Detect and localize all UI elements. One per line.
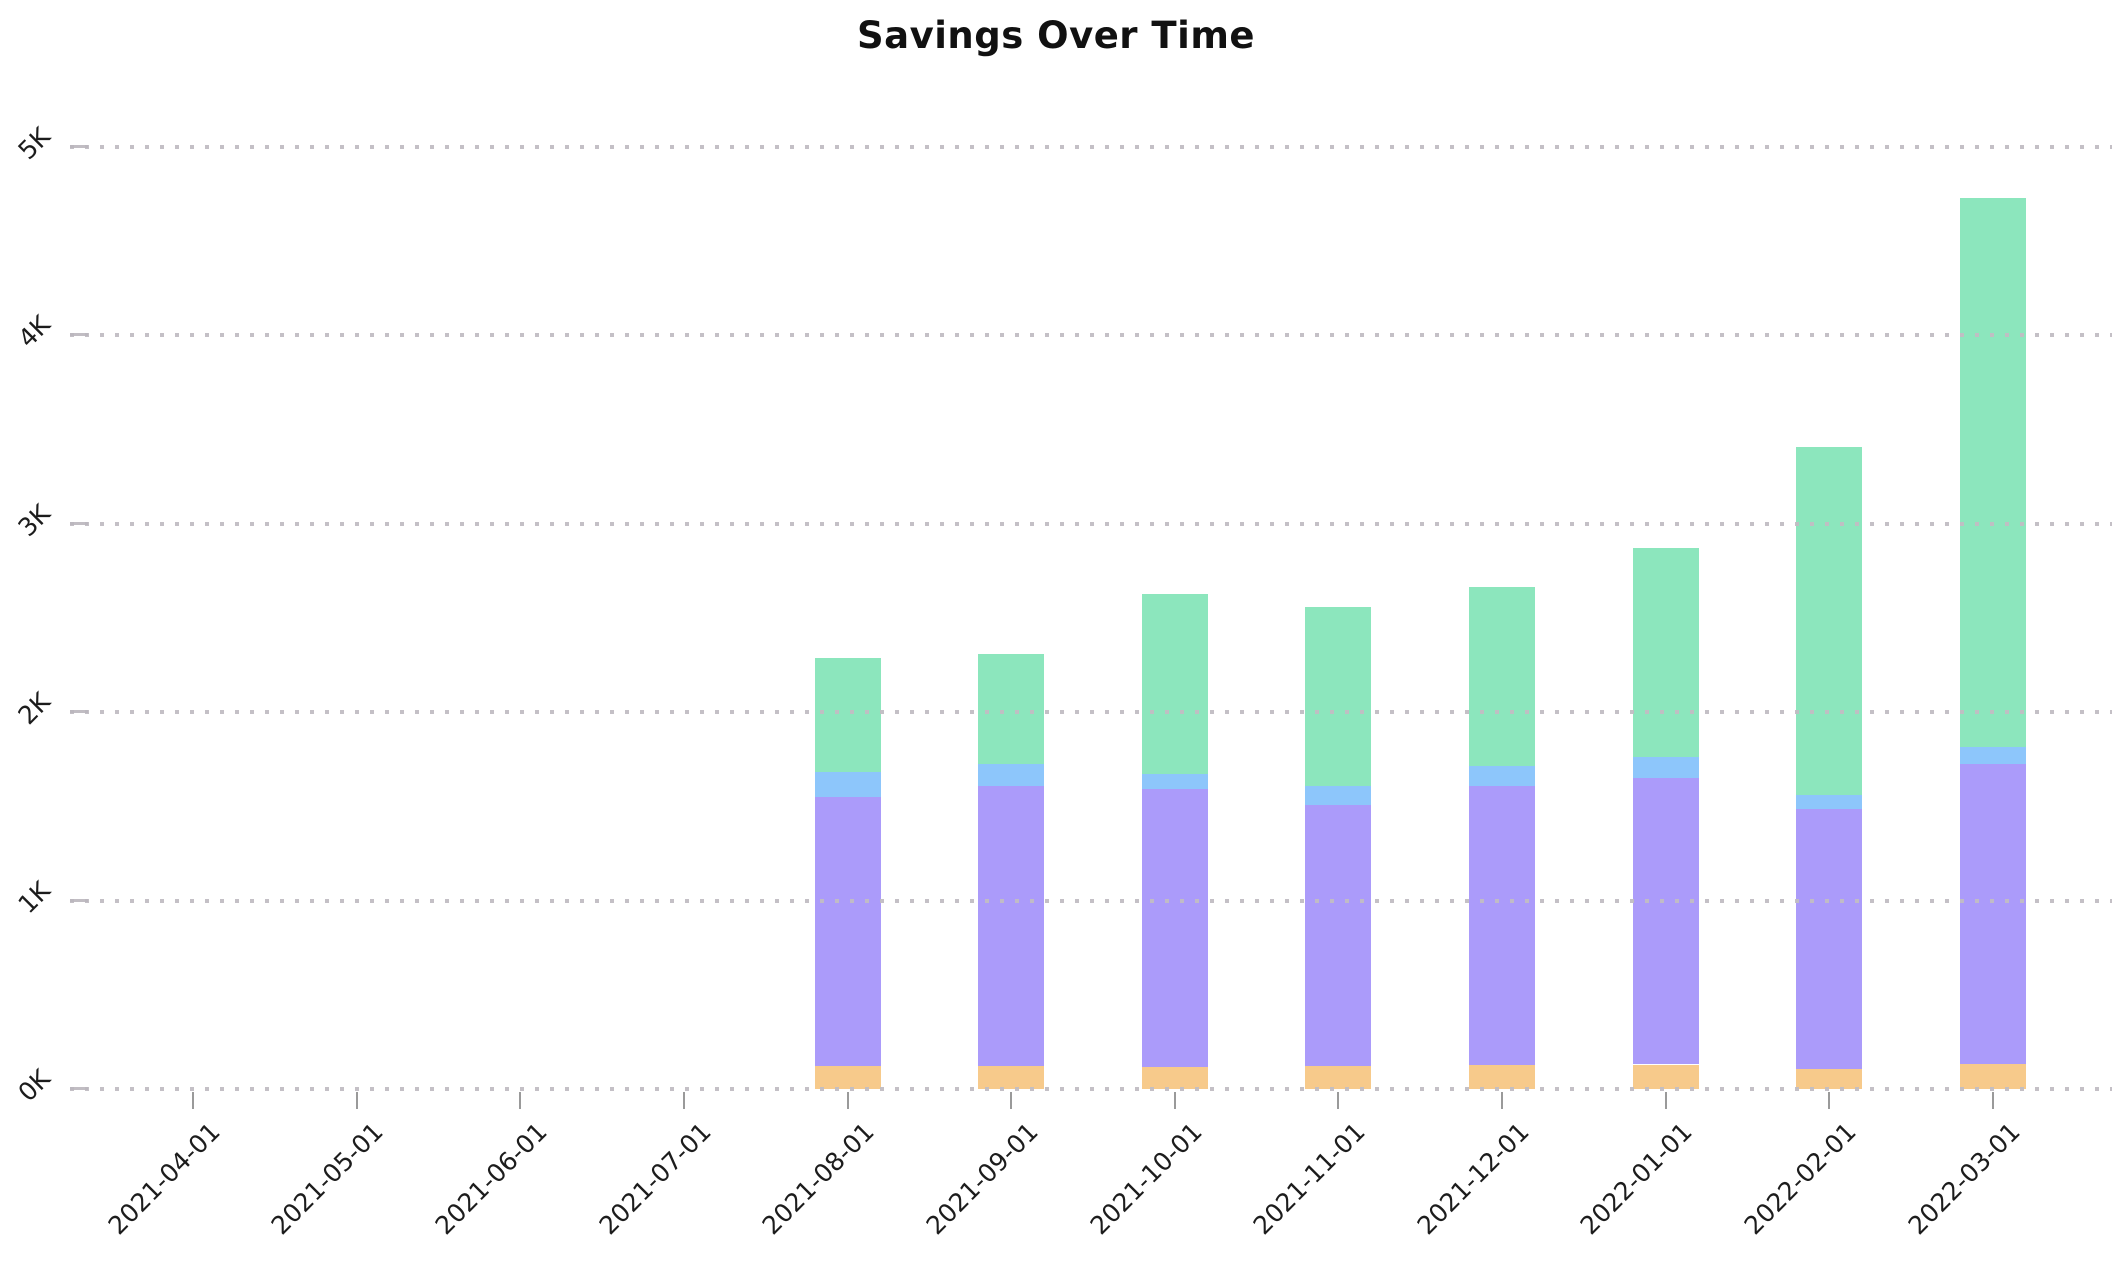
x-tick-label-2021-09-01: 2021-09-01: [920, 1117, 1044, 1241]
gridline-5K: [70, 145, 2112, 149]
bar-2021-08-01-blue-segment[interactable]: [814, 772, 881, 797]
x-tick-mark-2021-09-01: [1010, 1092, 1013, 1109]
x-tick-label-2021-04-01: 2021-04-01: [102, 1117, 226, 1241]
bar-2022-01-01-green-segment[interactable]: [1632, 548, 1699, 758]
bar-2021-09-01-purple-segment[interactable]: [978, 785, 1045, 1067]
bar-2021-10-01-orange-segment[interactable]: [1141, 1067, 1208, 1089]
x-tick-label-2021-11-01: 2021-11-01: [1247, 1117, 1371, 1241]
bar-2022-03-01-orange-segment[interactable]: [1959, 1063, 2026, 1089]
x-tick-mark-2022-03-01: [1991, 1092, 1994, 1109]
x-tick-label-2022-02-01: 2022-02-01: [1738, 1117, 1862, 1241]
bar-2021-11-01-purple-segment[interactable]: [1305, 805, 1372, 1067]
chart-title: Savings Over Time: [856, 14, 1255, 57]
gridline-lead-dash: [70, 710, 88, 714]
gridline-1K: [70, 898, 2112, 903]
bar-2022-01-01-blue-segment[interactable]: [1632, 757, 1699, 779]
bar-2022-02-01-orange-segment[interactable]: [1796, 1069, 1863, 1089]
gridline-3K: [70, 521, 2112, 526]
x-tick-mark-2021-10-01: [1173, 1092, 1176, 1109]
bar-2022-03-01-blue-segment[interactable]: [1959, 747, 2026, 764]
gridline-lead-dash: [70, 1087, 88, 1090]
y-tick-label-1K: 1K: [12, 875, 56, 919]
bar-2021-08-01-orange-segment[interactable]: [814, 1066, 881, 1089]
gridline-lead-dash: [70, 333, 88, 337]
bar-2022-02-01-blue-segment[interactable]: [1796, 795, 1863, 810]
x-tick-mark-2021-06-01: [519, 1092, 522, 1109]
x-tick-label-2021-12-01: 2021-12-01: [1411, 1117, 1535, 1241]
gridline-lead-dash: [70, 898, 88, 902]
bar-2021-10-01-purple-segment[interactable]: [1141, 789, 1208, 1068]
bar-2021-11-01-orange-segment[interactable]: [1305, 1066, 1372, 1089]
x-tick-label-2022-03-01: 2022-03-01: [1902, 1117, 2026, 1241]
gridline-0K: [70, 1087, 2112, 1091]
x-tick-mark-2021-08-01: [846, 1092, 849, 1109]
x-tick-mark-2021-05-01: [355, 1092, 358, 1109]
y-tick-label-2K: 2K: [12, 687, 56, 731]
x-tick-mark-2021-04-01: [192, 1092, 194, 1109]
y-tick-label-4K: 4K: [12, 310, 56, 354]
bar-2022-02-01-green-segment[interactable]: [1796, 446, 1863, 796]
x-tick-label-2021-07-01: 2021-07-01: [593, 1117, 717, 1241]
bar-2021-12-01-blue-segment[interactable]: [1469, 765, 1536, 786]
gridline-lead-dash: [70, 521, 88, 525]
x-tick-label-2021-08-01: 2021-08-01: [756, 1117, 881, 1241]
bar-2021-09-01-green-segment[interactable]: [978, 653, 1045, 764]
bar-2021-12-01-green-segment[interactable]: [1469, 586, 1536, 766]
bar-2021-08-01-purple-segment[interactable]: [814, 796, 881, 1067]
bar-2021-08-01-green-segment[interactable]: [814, 657, 881, 773]
x-tick-mark-2021-11-01: [1337, 1092, 1340, 1109]
y-tick-label-3K: 3K: [12, 498, 56, 542]
bar-2021-11-01-green-segment[interactable]: [1305, 606, 1372, 786]
bar-2021-10-01-green-segment[interactable]: [1141, 593, 1208, 775]
bar-2021-10-01-blue-segment[interactable]: [1141, 774, 1208, 790]
x-tick-label-2021-06-01: 2021-06-01: [429, 1117, 553, 1241]
bar-2022-03-01-purple-segment[interactable]: [1959, 764, 2026, 1064]
gridline-4K: [70, 333, 2112, 338]
bar-2021-12-01-orange-segment[interactable]: [1469, 1064, 1536, 1089]
x-tick-label-2022-01-01: 2022-01-01: [1574, 1117, 1699, 1241]
bar-2022-02-01-purple-segment[interactable]: [1796, 809, 1863, 1070]
y-tick-label-0K: 0K: [12, 1063, 56, 1108]
bar-2021-09-01-orange-segment[interactable]: [978, 1066, 1045, 1089]
gridline-2K: [70, 710, 2112, 715]
bar-2021-11-01-blue-segment[interactable]: [1305, 785, 1372, 806]
bar-2022-01-01-purple-segment[interactable]: [1632, 778, 1699, 1065]
x-tick-mark-2022-02-01: [1828, 1092, 1831, 1109]
bar-2022-01-01-orange-segment[interactable]: [1632, 1064, 1699, 1089]
bar-2022-03-01-green-segment[interactable]: [1959, 197, 2026, 748]
gridline-lead-dash: [70, 145, 88, 148]
x-tick-label-2021-10-01: 2021-10-01: [1084, 1117, 1208, 1241]
bar-2021-12-01-purple-segment[interactable]: [1469, 785, 1536, 1065]
y-tick-label-5K: 5K: [12, 121, 56, 166]
x-tick-mark-2021-12-01: [1501, 1092, 1504, 1109]
x-tick-mark-2021-07-01: [682, 1092, 685, 1109]
bar-2021-09-01-blue-segment[interactable]: [978, 764, 1045, 786]
x-tick-label-2021-05-01: 2021-05-01: [265, 1117, 390, 1241]
x-tick-mark-2022-01-01: [1664, 1092, 1667, 1109]
